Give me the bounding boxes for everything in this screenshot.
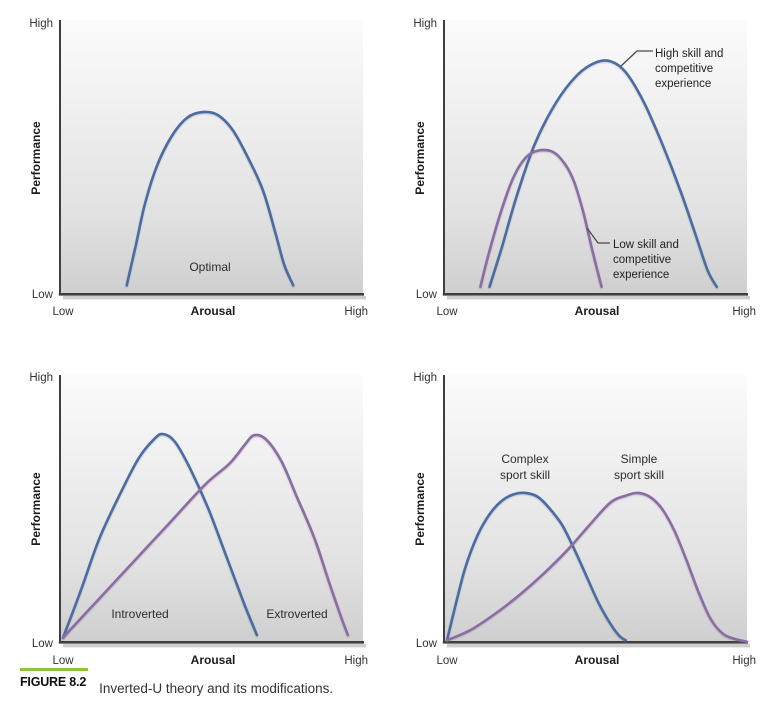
y-axis-title: Performance <box>29 472 43 546</box>
panel-inverted-u: High Low Performance Low Arousal High Op… <box>0 0 384 330</box>
y-low-label: Low <box>416 289 438 301</box>
y-high-label: High <box>413 18 437 30</box>
x-low-label: Low <box>436 306 458 318</box>
extroverted-label: Extroverted <box>266 607 327 621</box>
x-low-label: Low <box>52 306 74 318</box>
x-low-label: Low <box>436 655 458 667</box>
plot-shadow <box>63 644 366 648</box>
curve-simple-skill <box>445 491 749 643</box>
low-skill-label-line1: Low skill and <box>613 239 679 251</box>
panel-introvert-extrovert: Introverted Extroverted High Low Perform… <box>0 350 384 672</box>
plot-shadow <box>63 296 366 300</box>
y-low-label: Low <box>32 289 54 301</box>
plot-shadow <box>447 296 750 300</box>
y-axis-title: Performance <box>29 121 43 195</box>
y-axis-title: Performance <box>413 472 427 546</box>
complex-skill-label-line1: Complex <box>501 452 548 466</box>
high-skill-label-line1: High skill and <box>655 48 723 60</box>
curve-inverted-u <box>125 110 295 287</box>
curve-introverted <box>61 432 259 639</box>
figure-caption: FIGURE 8.2 Inverted-U theory and its mod… <box>20 668 333 696</box>
plot-area <box>61 375 363 642</box>
task-complexity-chart: Complex sport skill Simple sport skill H… <box>413 372 756 667</box>
low-skill-label-line2: competitive <box>613 254 671 266</box>
x-axis-title: Arousal <box>191 653 236 667</box>
panel-task-complexity: Complex sport skill Simple sport skill H… <box>384 350 768 672</box>
curve-high-skill <box>488 59 718 289</box>
skill-experience-chart: High skill and competitive experience Lo… <box>413 18 756 318</box>
curve-complex-skill <box>445 491 628 642</box>
introverted-label: Introverted <box>111 607 168 621</box>
x-low-label: Low <box>52 655 74 667</box>
figure-caption-text: Inverted-U theory and its modifications. <box>99 681 334 696</box>
y-low-label: Low <box>32 638 54 650</box>
curve-extroverted <box>61 433 350 639</box>
y-low-label: Low <box>416 638 438 650</box>
plot-area <box>445 20 747 294</box>
optimal-label: Optimal <box>189 260 230 274</box>
x-high-label: High <box>732 655 756 667</box>
panel-skill-experience: High skill and competitive experience Lo… <box>384 0 768 330</box>
low-skill-leader-line <box>586 227 610 244</box>
high-skill-label-line3: experience <box>655 78 711 90</box>
introvert-extrovert-chart: Introverted Extroverted High Low Perform… <box>29 372 368 667</box>
caption-accent-bar <box>20 668 88 671</box>
inverted-u-chart: High Low Performance Low Arousal High Op… <box>29 18 368 318</box>
x-axis-title: Arousal <box>575 304 620 318</box>
x-axis-title: Arousal <box>191 304 236 318</box>
high-skill-leader-line <box>620 50 653 67</box>
complex-skill-label-line2: sport skill <box>500 468 550 482</box>
x-high-label: High <box>344 655 368 667</box>
plot-shadow <box>447 644 750 648</box>
y-high-label: High <box>413 372 437 384</box>
x-axis-title: Arousal <box>575 653 620 667</box>
low-skill-label-line3: experience <box>613 269 669 281</box>
x-high-label: High <box>732 306 756 318</box>
x-high-label: High <box>344 306 368 318</box>
high-skill-label-line2: competitive <box>655 63 713 75</box>
figure-number: FIGURE 8.2 <box>20 675 87 689</box>
y-high-label: High <box>29 18 53 30</box>
plot-area <box>61 20 363 294</box>
simple-skill-label-line2: sport skill <box>614 468 664 482</box>
simple-skill-label-line1: Simple <box>621 452 658 466</box>
y-axis-title: Performance <box>413 121 427 195</box>
y-high-label: High <box>29 372 53 384</box>
curve-low-skill <box>479 148 603 289</box>
